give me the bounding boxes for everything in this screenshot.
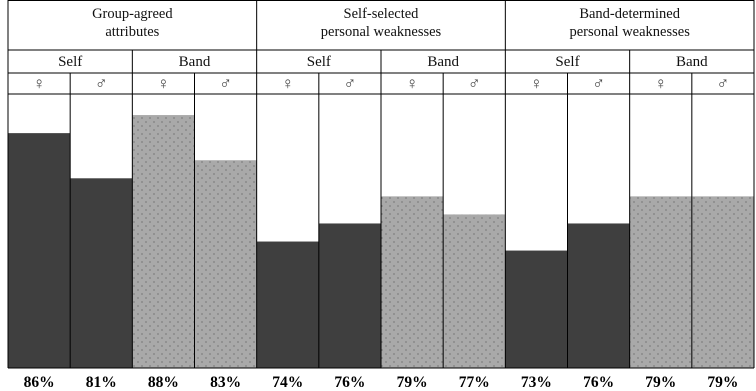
- group-title: Self-selected: [344, 6, 420, 22]
- value-label: 88%: [148, 374, 179, 391]
- bar: [505, 250, 568, 368]
- subgroup-label: Self: [58, 54, 82, 70]
- gender-symbol: ♀: [654, 74, 667, 93]
- value-label: 76%: [583, 374, 614, 391]
- group-title: attributes: [105, 24, 159, 40]
- group-title: personal weaknesses: [569, 24, 690, 40]
- value-label: 73%: [521, 374, 552, 391]
- bar: [8, 133, 71, 368]
- subgroup-label: Self: [307, 54, 331, 70]
- value-label: 77%: [459, 374, 490, 391]
- value-label: 79%: [707, 374, 738, 391]
- bar: [70, 178, 133, 368]
- value-label: 81%: [86, 374, 117, 391]
- gender-symbol: ♀: [530, 74, 543, 93]
- gender-symbol: ♂: [344, 74, 357, 93]
- value-label: 76%: [334, 374, 365, 391]
- gender-symbol: ♂: [468, 74, 481, 93]
- gender-symbol: ♂: [717, 74, 730, 93]
- subgroup-label: Self: [555, 54, 579, 70]
- subgroup-label: Band: [179, 54, 211, 70]
- bar: [381, 196, 444, 368]
- subgroup-label: Band: [676, 54, 708, 70]
- gender-symbol: ♂: [592, 74, 605, 93]
- gender-symbol: ♀: [281, 74, 294, 93]
- gender-symbol: ♀: [33, 74, 46, 93]
- bar: [691, 196, 754, 368]
- gender-symbol: ♀: [406, 74, 419, 93]
- bar: [256, 241, 319, 368]
- gender-symbol: ♂: [219, 74, 232, 93]
- bar: [132, 115, 195, 368]
- bar: [318, 223, 381, 368]
- value-label: 74%: [272, 374, 303, 391]
- group-title: personal weaknesses: [321, 24, 442, 40]
- bar: [567, 223, 630, 368]
- gender-symbol: ♀: [157, 74, 170, 93]
- value-label: 83%: [210, 374, 241, 391]
- bar: [194, 160, 257, 368]
- subgroup-label: Band: [427, 54, 459, 70]
- bar: [443, 214, 506, 368]
- group-title: Group-agreed: [92, 6, 173, 22]
- group-title: Band-determined: [579, 6, 680, 22]
- value-label: 86%: [24, 374, 55, 391]
- gender-symbol: ♂: [95, 74, 108, 93]
- bar: [629, 196, 692, 368]
- value-label: 79%: [645, 374, 676, 391]
- value-label: 79%: [397, 374, 428, 391]
